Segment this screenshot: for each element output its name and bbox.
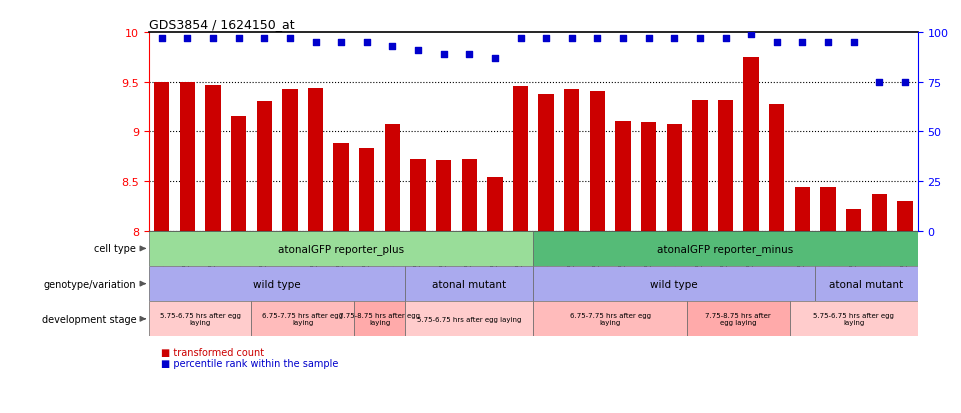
Bar xyxy=(533,266,815,301)
Point xyxy=(641,36,656,42)
Point xyxy=(590,36,605,42)
Point xyxy=(180,36,195,42)
Point xyxy=(718,36,733,42)
Bar xyxy=(513,87,529,231)
Text: atonal mutant: atonal mutant xyxy=(432,279,506,289)
Bar xyxy=(487,178,503,231)
Bar xyxy=(687,301,790,337)
Point xyxy=(898,79,913,86)
Point xyxy=(257,36,272,42)
Text: 7.75-8.75 hrs after egg
laying: 7.75-8.75 hrs after egg laying xyxy=(339,313,420,325)
Bar xyxy=(538,95,554,231)
Bar xyxy=(257,102,272,231)
Point xyxy=(461,52,477,58)
Point xyxy=(667,36,682,42)
Point xyxy=(436,52,452,58)
Text: 6.75-7.75 hrs after egg
laying: 6.75-7.75 hrs after egg laying xyxy=(262,313,343,325)
Text: genotype/variation: genotype/variation xyxy=(43,279,136,289)
Bar xyxy=(333,144,349,231)
Text: 5.75-6.75 hrs after egg
laying: 5.75-6.75 hrs after egg laying xyxy=(813,313,894,325)
Point xyxy=(513,36,529,42)
Point xyxy=(308,40,323,46)
Bar xyxy=(898,202,913,231)
Bar xyxy=(180,83,195,231)
Point xyxy=(410,47,426,54)
Bar xyxy=(744,58,759,231)
Point xyxy=(359,40,375,46)
Text: wild type: wild type xyxy=(651,279,698,289)
Bar xyxy=(718,100,733,231)
Bar xyxy=(590,92,605,231)
Bar xyxy=(667,124,682,231)
Point xyxy=(795,40,810,46)
Point xyxy=(769,40,784,46)
Bar xyxy=(206,85,221,231)
Point xyxy=(821,40,836,46)
Bar xyxy=(821,188,836,231)
Point xyxy=(283,36,298,42)
Text: cell type: cell type xyxy=(94,244,136,254)
Point xyxy=(154,36,169,42)
Bar xyxy=(252,301,354,337)
Bar xyxy=(359,149,375,231)
Point xyxy=(615,36,630,42)
Bar xyxy=(283,90,298,231)
Bar xyxy=(790,301,918,337)
Point xyxy=(872,79,887,86)
Bar xyxy=(149,301,252,337)
Bar xyxy=(872,195,887,231)
Bar xyxy=(692,100,707,231)
Bar xyxy=(769,104,784,231)
Bar xyxy=(384,124,400,231)
Text: 5.75-6.75 hrs after egg laying: 5.75-6.75 hrs after egg laying xyxy=(417,316,522,322)
Text: development stage: development stage xyxy=(41,314,136,324)
Bar xyxy=(436,161,452,231)
Point xyxy=(333,40,349,46)
Bar xyxy=(354,301,406,337)
Bar xyxy=(149,231,533,266)
Bar xyxy=(154,83,169,231)
Point xyxy=(846,40,861,46)
Point xyxy=(384,44,400,50)
Bar xyxy=(410,160,426,231)
Bar xyxy=(461,160,477,231)
Point xyxy=(206,36,221,42)
Bar xyxy=(533,301,687,337)
Point xyxy=(487,55,503,62)
Text: atonal mutant: atonal mutant xyxy=(829,279,903,289)
Bar xyxy=(641,122,656,231)
Text: wild type: wild type xyxy=(254,279,301,289)
Text: ■ transformed count: ■ transformed count xyxy=(161,347,264,357)
Text: atonalGFP reporter_plus: atonalGFP reporter_plus xyxy=(278,243,405,254)
Bar xyxy=(406,301,533,337)
Bar xyxy=(406,266,533,301)
Bar xyxy=(846,209,861,231)
Point xyxy=(538,36,554,42)
Text: GDS3854 / 1624150_at: GDS3854 / 1624150_at xyxy=(149,17,295,31)
Text: atonalGFP reporter_minus: atonalGFP reporter_minus xyxy=(657,243,794,254)
Bar xyxy=(149,266,406,301)
Point xyxy=(692,36,707,42)
Bar xyxy=(615,121,630,231)
Bar xyxy=(308,88,323,231)
Text: ■ percentile rank within the sample: ■ percentile rank within the sample xyxy=(161,358,339,368)
Text: 6.75-7.75 hrs after egg
laying: 6.75-7.75 hrs after egg laying xyxy=(570,313,651,325)
Bar xyxy=(815,266,918,301)
Bar xyxy=(231,116,246,231)
Point xyxy=(744,32,759,38)
Point xyxy=(564,36,579,42)
Bar xyxy=(564,90,579,231)
Text: 5.75-6.75 hrs after egg
laying: 5.75-6.75 hrs after egg laying xyxy=(160,313,240,325)
Bar xyxy=(533,231,918,266)
Point xyxy=(231,36,246,42)
Bar xyxy=(795,188,810,231)
Text: 7.75-8.75 hrs after
egg laying: 7.75-8.75 hrs after egg laying xyxy=(705,313,772,325)
